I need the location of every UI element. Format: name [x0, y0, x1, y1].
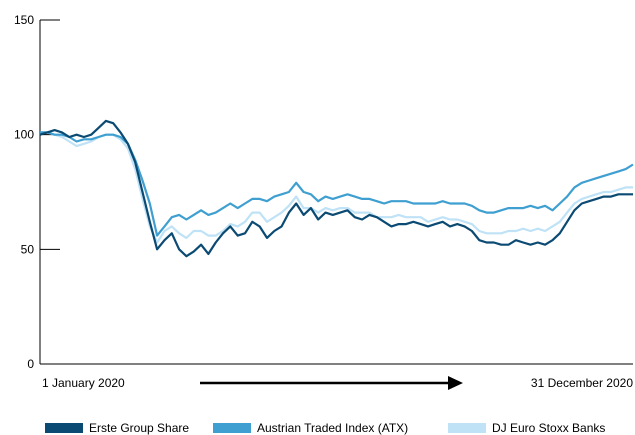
chart-series: [39, 119, 634, 258]
series-line-stoxx: [40, 131, 633, 244]
legend-item-erste: Erste Group Share: [45, 421, 189, 435]
y-tick-label: 0: [27, 357, 34, 371]
x-end-label: 31 December 2020: [531, 376, 633, 390]
legend-swatch-stoxx: [448, 423, 486, 433]
time-direction-arrow: [200, 376, 463, 390]
legend-label-erste: Erste Group Share: [89, 421, 190, 435]
legend-label-atx: Austrian Traded Index (ATX): [257, 421, 409, 435]
chart-axes: 0 50 100 150: [14, 13, 633, 371]
y-tick-label: 150: [14, 13, 34, 27]
chart-legend: Erste Group Share Austrian Traded Index …: [0, 421, 635, 435]
legend-swatch-erste: [45, 423, 83, 433]
y-tick-label: 100: [14, 128, 34, 142]
legend-item-stoxx: DJ Euro Stoxx Banks: [448, 421, 605, 435]
x-start-label: 1 January 2020: [42, 376, 125, 390]
series-line-erste: [39, 119, 633, 258]
y-tick-label: 50: [21, 242, 35, 256]
legend-item-atx: Austrian Traded Index (ATX): [213, 421, 408, 435]
series-line-atx: [40, 131, 634, 237]
legend-label-stoxx: DJ Euro Stoxx Banks: [492, 421, 606, 435]
arrow-head: [448, 376, 463, 390]
legend-swatch-atx: [213, 423, 251, 433]
